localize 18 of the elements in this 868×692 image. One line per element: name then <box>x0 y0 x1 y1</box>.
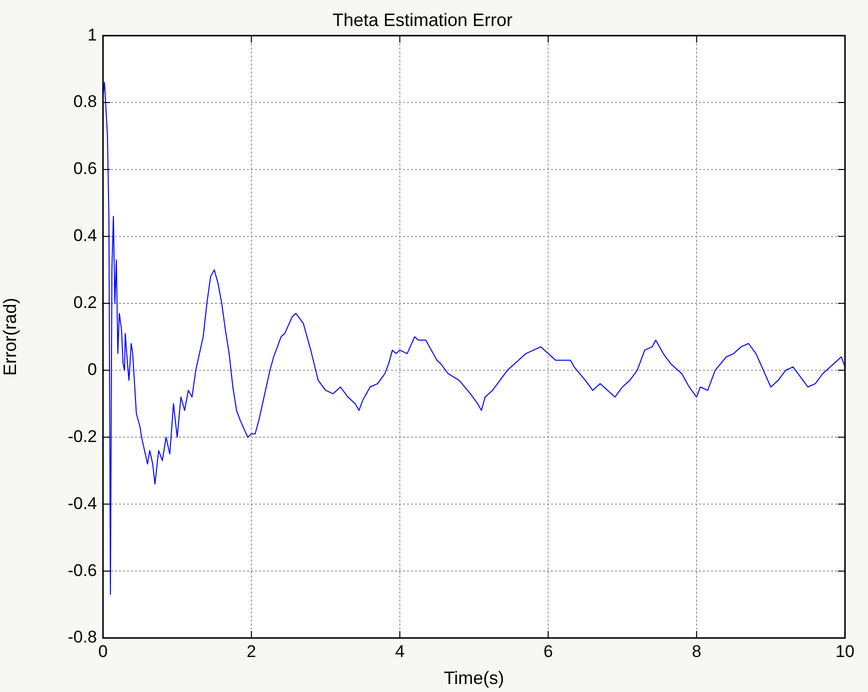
x-axis-title: Time(s) <box>444 668 504 688</box>
x-tick-label: 10 <box>836 642 854 661</box>
y-tick-label: 0.4 <box>73 226 97 246</box>
y-tick-label: 0 <box>88 360 97 379</box>
y-tick-label: 0.2 <box>73 293 97 312</box>
chart-title: Theta Estimation Error <box>332 10 513 30</box>
y-tick-label: 0.8 <box>73 92 97 112</box>
x-tick-label: 8 <box>692 642 702 661</box>
y-tick-label: -0.8 <box>68 628 97 647</box>
x-tick-label: 6 <box>543 642 553 661</box>
y-axis-title: Error(rad) <box>0 298 20 376</box>
y-tick-label: -0.2 <box>68 426 97 446</box>
x-tick-label: 2 <box>246 642 256 661</box>
y-tick-label: -0.6 <box>68 560 97 580</box>
x-tick-label: 4 <box>395 642 405 661</box>
y-tick-label: -0.4 <box>68 494 97 513</box>
y-tick-label: 0.6 <box>73 159 97 178</box>
y-tick-label: 1 <box>88 25 97 44</box>
